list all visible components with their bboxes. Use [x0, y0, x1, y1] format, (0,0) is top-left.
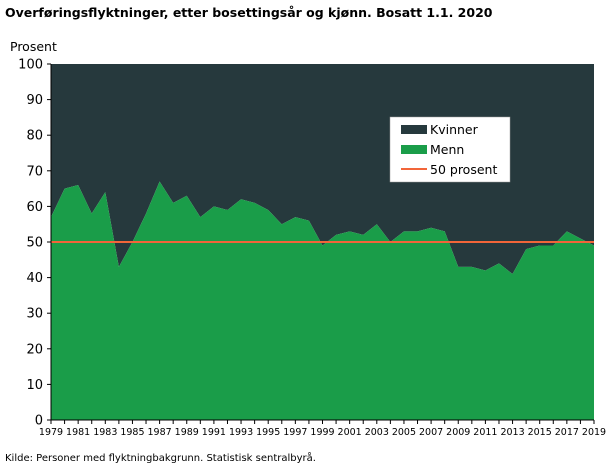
x-tick-label: 2001 — [338, 427, 362, 438]
y-tick-label: 60 — [26, 200, 43, 215]
y-tick-label: 20 — [26, 342, 43, 357]
y-tick-label: 0 — [35, 414, 43, 429]
x-tick-label: 1995 — [256, 427, 280, 438]
x-tick-label: 1989 — [175, 427, 199, 438]
y-tick-label: 90 — [26, 93, 43, 108]
y-axis-label: Prosent — [10, 39, 57, 54]
y-tick-label: 10 — [26, 378, 43, 393]
x-tick-label: 2009 — [446, 427, 470, 438]
x-tick-label: 2011 — [473, 427, 497, 438]
legend-swatch-menn — [401, 145, 427, 154]
legend-label-menn: Menn — [430, 142, 464, 157]
x-tick-label: 1999 — [310, 427, 334, 438]
x-tick-label: 2003 — [365, 427, 389, 438]
x-tick-label: 1987 — [148, 427, 172, 438]
x-tick-label: 2013 — [500, 427, 524, 438]
legend-label-kvinner: Kvinner — [430, 122, 479, 137]
x-tick-label: 1979 — [39, 427, 63, 438]
x-tick-label: 2007 — [419, 427, 443, 438]
x-tick-label: 2015 — [528, 427, 552, 438]
x-tick-label: 2005 — [392, 427, 416, 438]
y-tick-label: 100 — [18, 58, 43, 73]
x-tick-label: 1991 — [202, 427, 226, 438]
y-tick-label: 30 — [26, 307, 43, 322]
x-tick-label: 1981 — [66, 427, 90, 438]
x-tick-label: 2017 — [555, 427, 579, 438]
chart-title: Overføringsflyktninger, etter bosettings… — [5, 5, 493, 20]
x-tick-label: 1993 — [229, 427, 253, 438]
x-tick-label: 1997 — [283, 427, 307, 438]
x-tick-label: 1985 — [120, 427, 144, 438]
x-tick-label: 1983 — [93, 427, 117, 438]
series-kvinner-area — [51, 64, 594, 275]
x-tick-label: 2019 — [582, 427, 606, 438]
legend-label-50-prosent: 50 prosent — [430, 162, 497, 177]
y-tick-label: 80 — [26, 129, 43, 144]
source-note: Kilde: Personer med flyktningbakgrunn. S… — [5, 453, 316, 464]
legend-swatch-kvinner — [401, 125, 427, 134]
y-tick-label: 40 — [26, 271, 43, 286]
y-tick-label: 50 — [26, 236, 43, 251]
y-tick-label: 70 — [26, 164, 43, 179]
